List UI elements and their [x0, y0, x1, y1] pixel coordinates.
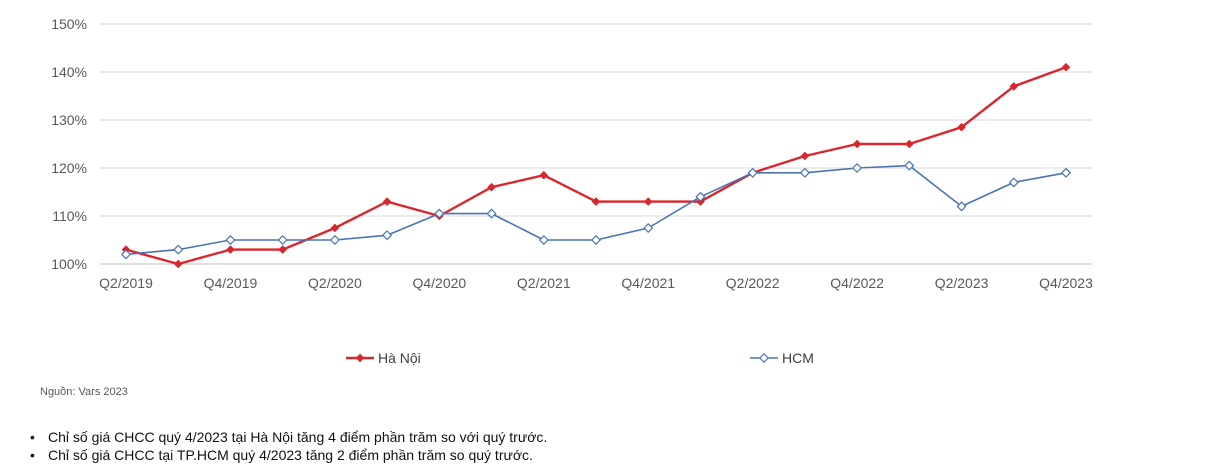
- notes-list: Chỉ số giá CHCC quý 4/2023 tại Hà Nội tă…: [30, 428, 547, 464]
- data-point: [956, 201, 967, 212]
- data-point: [904, 160, 915, 171]
- data-point: [799, 167, 810, 178]
- legend-label: HCM: [782, 350, 814, 366]
- y-tick-label: 120%: [51, 160, 87, 176]
- legend-marker: [355, 353, 365, 363]
- x-tick-label: Q2/2020: [308, 275, 362, 291]
- legend-marker: [758, 352, 770, 364]
- data-point: [382, 230, 393, 241]
- data-point: [747, 167, 758, 178]
- data-point: [1061, 62, 1071, 72]
- data-point: [120, 249, 132, 260]
- y-axis-ticks: 100% 110% 120% 130% 140% 150%: [51, 16, 87, 272]
- y-tick-label: 110%: [52, 208, 87, 224]
- data-point: [538, 234, 549, 246]
- x-tick-label: Q4/2020: [412, 275, 466, 291]
- data-point: [486, 208, 497, 219]
- data-point: [277, 234, 288, 246]
- note-hcm: Chỉ số giá CHCC tại TP.HCM quý 4/2023 tă…: [30, 446, 547, 464]
- data-point: [643, 197, 653, 206]
- x-tick-label: Q4/2019: [204, 275, 258, 291]
- x-tick-label: Q2/2021: [517, 275, 571, 291]
- legend-item: HCM: [750, 350, 814, 366]
- x-tick-label: Q4/2023: [1039, 275, 1093, 291]
- data-point: [1060, 167, 1072, 178]
- data-point: [591, 197, 601, 206]
- y-tick-label: 150%: [51, 16, 87, 32]
- y-tick-label: 140%: [51, 64, 87, 80]
- x-tick-label: Q2/2023: [935, 275, 989, 291]
- data-point: [590, 234, 602, 246]
- series-markers: [120, 62, 1072, 269]
- data-point: [539, 170, 549, 180]
- series-lines: [125, 66, 1067, 266]
- data-point: [225, 234, 236, 246]
- data-point: [852, 139, 862, 149]
- gridlines: [100, 23, 1092, 265]
- y-tick-label: 100%: [51, 256, 87, 272]
- data-point: [643, 222, 654, 234]
- data-point: [1009, 82, 1019, 91]
- data-point: [800, 151, 810, 161]
- data-point: [487, 182, 496, 192]
- x-axis-ticks: Q2/2019 Q4/2019 Q2/2020 Q4/2020 Q2/2021 Q4/20…: [99, 275, 1093, 291]
- source-note: Nguồn: Vars 2023: [40, 386, 128, 398]
- x-tick-label: Q2/2019: [99, 275, 153, 291]
- data-point: [173, 259, 183, 269]
- legend: Hà Nội HCM: [346, 350, 814, 366]
- data-point: [329, 234, 340, 246]
- data-point: [278, 245, 287, 254]
- data-point: [1008, 177, 1019, 188]
- series-line: [125, 66, 1067, 266]
- data-point: [382, 197, 392, 206]
- legend-item: Hà Nội: [346, 350, 421, 366]
- x-tick-label: Q4/2022: [830, 275, 884, 291]
- note-hanoi: Chỉ số giá CHCC quý 4/2023 tại Hà Nội tă…: [30, 428, 547, 446]
- data-point: [852, 162, 863, 174]
- data-point: [905, 139, 914, 149]
- x-tick-label: Q4/2021: [621, 275, 675, 291]
- x-tick-label: Q2/2022: [726, 275, 780, 291]
- data-point: [434, 208, 445, 219]
- legend-label: Hà Nội: [378, 350, 421, 366]
- data-point: [173, 244, 184, 255]
- data-point: [330, 223, 340, 233]
- data-point: [226, 245, 235, 254]
- y-tick-label: 130%: [51, 112, 87, 128]
- price-index-line-chart: 100%110%120%130%140%150% Q2/2019 Q4/2019 Q…: [51, 16, 1093, 366]
- data-point: [957, 122, 966, 132]
- data-point: [695, 191, 706, 202]
